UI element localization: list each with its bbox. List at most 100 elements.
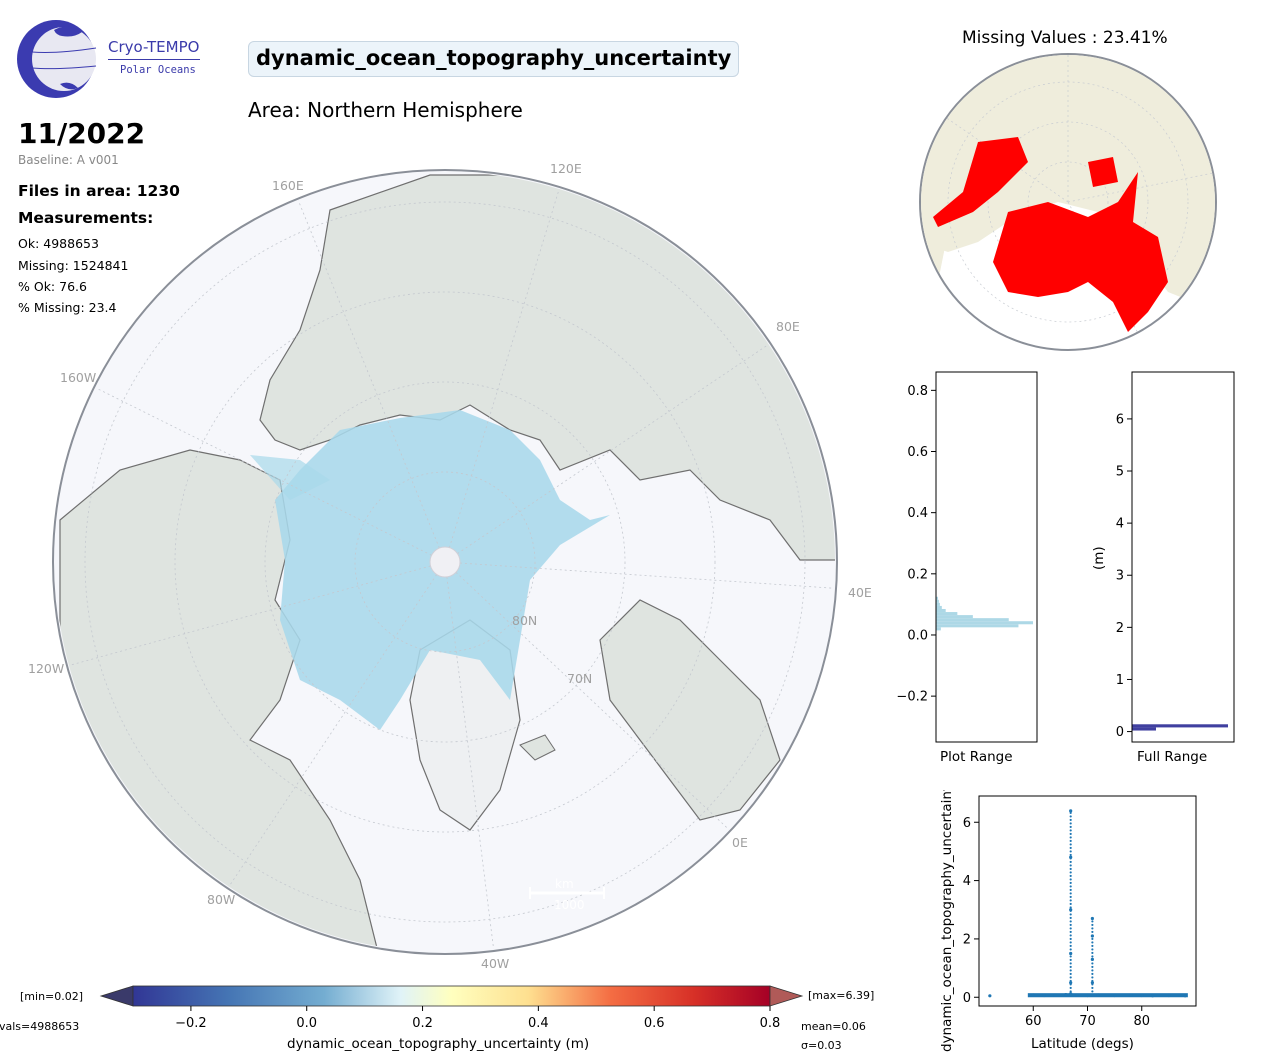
scatter-point [1069, 937, 1072, 941]
scatter-point [1069, 979, 1072, 983]
scatter-point [1069, 986, 1072, 990]
scatter-point [1069, 902, 1072, 906]
scatter-point [1091, 923, 1094, 927]
lon-label: 120W [28, 661, 64, 676]
scatter-point [1096, 993, 1100, 997]
missing-region [933, 137, 1028, 227]
scatter-point [1069, 836, 1072, 839]
colorbar-tick-label: 0.6 [644, 1016, 665, 1031]
scatter-point [1031, 993, 1035, 997]
scatter-latitude: 60 70 80 0 2 4 6 Latitude (degs) dynamic_ocean… [939, 790, 1197, 1052]
scatter-point [1069, 899, 1072, 902]
scatter-point [988, 994, 992, 998]
scatter-point [1113, 993, 1117, 998]
hist-plot-range: −0.2 0.0 0.2 0.4 0.6 0.8 Plot Range [896, 371, 1038, 765]
scatter-point [1091, 934, 1094, 937]
lon-label: 80W [207, 892, 235, 907]
hist2-tick-label: 5 [1116, 465, 1124, 480]
hist1-bar [936, 627, 941, 631]
files-in-area: Files in area: 1230 [18, 182, 180, 200]
scatter-point [1151, 994, 1155, 998]
scatter-point [1069, 867, 1072, 871]
date-label: 11/2022 [18, 117, 146, 150]
colorbar-nvals-label: nvals=4988653 [0, 1020, 79, 1033]
lon-label: 40E [848, 585, 872, 600]
lon-label: 160E [272, 178, 304, 193]
hist2-xlabel: Full Range [1137, 749, 1207, 765]
scatter-point [1069, 992, 1073, 996]
scatter-point [1069, 846, 1072, 850]
missing-map-title: Missing Values : 23.41% [962, 28, 1168, 48]
scatter-point [1069, 857, 1072, 860]
stat-ok: Ok: 4988653 [18, 236, 99, 251]
hist1-tick-label: 0.2 [907, 567, 928, 582]
lat-label: 80N [512, 613, 537, 628]
scatter-point [1069, 965, 1072, 969]
scatter-point [1069, 815, 1072, 818]
stat-pct-missing: % Missing: 23.4 [18, 300, 117, 315]
logo-subtitle: Polar Oceans [120, 64, 196, 76]
scatter-point [1091, 983, 1094, 986]
hist1-bar [936, 599, 939, 603]
hist1-bar [936, 605, 942, 609]
colorbar-tick-label: −0.2 [175, 1016, 207, 1031]
scatter-point [1069, 832, 1072, 836]
hist2-tick-label: 1 [1116, 673, 1124, 688]
stat-missing: Missing: 1524841 [18, 258, 129, 273]
hist1-bar [936, 608, 946, 613]
pole-hole [429, 546, 461, 578]
scatter-ytick-label: 6 [963, 816, 971, 831]
scatter-point [1069, 885, 1072, 888]
scatter-point [1069, 934, 1072, 937]
scatter-point [1091, 948, 1094, 951]
hist2-frame [1131, 371, 1235, 743]
scatter-point [1069, 895, 1072, 899]
scatter-frame [978, 795, 1197, 1007]
scatter-point [1069, 878, 1072, 881]
hist1-bar [936, 621, 1033, 625]
scatter-ytick-label: 2 [963, 932, 971, 947]
hist1-tick-label: 0.8 [907, 384, 928, 399]
scatter-point [1069, 906, 1072, 909]
hist1-tick-label: 0.0 [907, 628, 928, 643]
colorbar-sigma-label: σ=0.03 [801, 1039, 842, 1052]
scatter-point [1069, 948, 1072, 951]
scatter-point [1069, 822, 1072, 825]
colorbar-min-extend [99, 985, 134, 1007]
lon-label: 0E [732, 835, 748, 850]
scatter-point [1090, 916, 1094, 921]
colorbar-max-label: [max=6.39] [808, 989, 874, 1002]
scatter-point [1069, 818, 1072, 822]
cryo-tempo-logo [17, 20, 97, 98]
hist1-tick-label: 0.6 [907, 445, 928, 460]
area-label: Area: Northern Hemisphere [248, 98, 523, 122]
colorbar-gradient [132, 985, 771, 1007]
scatter-point [1091, 951, 1094, 955]
scatter-point [1069, 809, 1073, 813]
hist2-tick-label: 2 [1116, 621, 1124, 636]
scatter-point [1069, 976, 1072, 979]
scatter-point [1042, 993, 1046, 998]
scatter-point [1069, 864, 1072, 867]
scatter-point [1090, 981, 1094, 985]
scatter-xtick-label: 60 [1025, 1014, 1042, 1029]
stat-pct-ok: % Ok: 76.6 [18, 279, 87, 294]
land-scandinavia [599, 599, 781, 821]
missing-region [1088, 157, 1118, 187]
hist1-bar [936, 602, 940, 606]
scatter-point [1053, 993, 1057, 997]
scatter-point [1069, 913, 1072, 916]
hist1-bar [936, 612, 958, 616]
scatter-point [1069, 888, 1072, 892]
scatter-point [1069, 920, 1072, 923]
scatter-point [1069, 892, 1072, 895]
missing-region [993, 172, 1168, 332]
scatter-point [1091, 962, 1094, 965]
hist2-tick-label: 4 [1116, 517, 1124, 532]
hist2-bar [1132, 724, 1228, 728]
scatter-ytick-label: 0 [963, 991, 971, 1006]
hist2-bar [1132, 727, 1156, 731]
scatter-point [1069, 825, 1072, 829]
scatter-point [1069, 969, 1072, 972]
hist1-frame [935, 371, 1038, 743]
